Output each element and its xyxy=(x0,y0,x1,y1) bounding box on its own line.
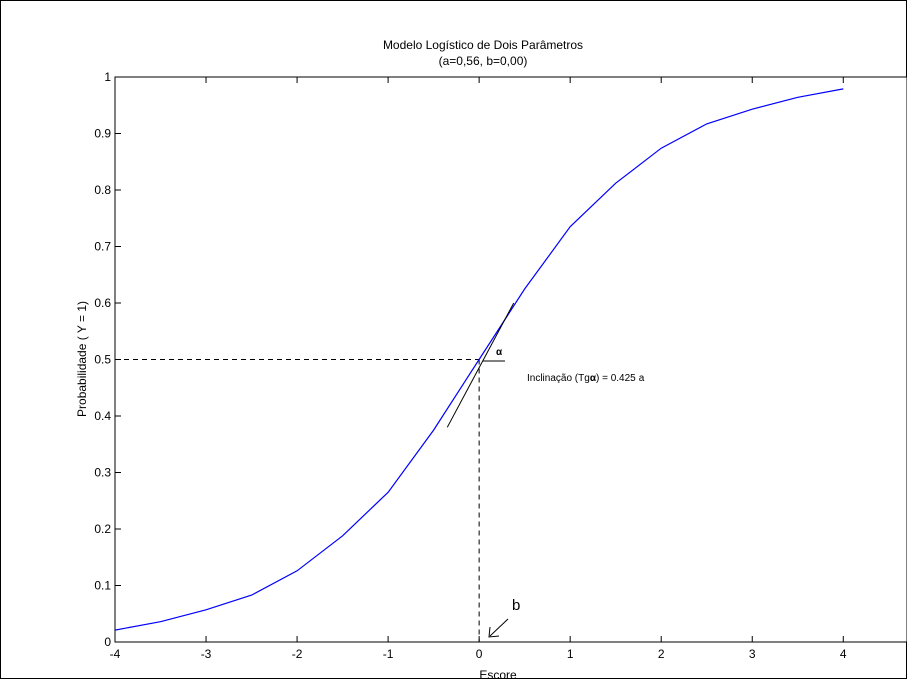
y-tick-label: 0.9 xyxy=(94,127,111,141)
chart-title: Modelo Logístico de Dois Parâmetros xyxy=(383,38,583,52)
y-tick-label: 0.1 xyxy=(94,579,111,593)
chart-subtitle: (a=0,56, b=0,00) xyxy=(439,54,528,68)
x-tick-label: 2 xyxy=(658,647,665,661)
y-tick-label: 0.7 xyxy=(94,240,111,254)
x-axis-label: Escore xyxy=(479,668,517,679)
y-tick-label: 0.3 xyxy=(94,466,111,480)
y-tick-label: 0.2 xyxy=(94,522,111,536)
b-arrow-head xyxy=(488,626,500,638)
y-tick-label: 0.6 xyxy=(94,296,111,310)
tangent-line xyxy=(446,302,515,428)
y-tick-label: 1 xyxy=(104,70,111,84)
x-axis-ticks: -4 -3 -2 -1 0 1 2 3 4 xyxy=(110,77,847,661)
y-tick-label: 0.5 xyxy=(94,353,111,367)
series-line-logistic xyxy=(114,88,844,631)
y-axis-label: Probabilidade ( Y = 1) xyxy=(75,301,89,417)
alpha-symbol: α xyxy=(496,347,503,358)
y-axis-ticks: 0 0.1 0.2 0.3 0.4 0.5 0.6 0.7 0.8 0.9 1 xyxy=(94,70,121,649)
x-tick-label: 1 xyxy=(567,647,574,661)
x-tick-label: 0 xyxy=(476,647,483,661)
x-tick-label: -3 xyxy=(201,647,212,661)
x-tick-label: -4 xyxy=(110,647,121,661)
y-tick-label: 0 xyxy=(104,635,111,649)
b-label: b xyxy=(512,597,520,614)
x-tick-label: 3 xyxy=(749,647,756,661)
plot-area xyxy=(114,76,907,643)
x-tick-label: 4 xyxy=(840,647,847,661)
slope-label: Inclinação (Tgα) = 0.425 a xyxy=(527,373,645,384)
x-tick-label: -2 xyxy=(292,647,303,661)
b-arrow-shaft xyxy=(489,618,509,637)
x-tick-label: -1 xyxy=(383,647,394,661)
reference-lines xyxy=(115,359,480,642)
y-tick-label: 0.4 xyxy=(94,409,111,423)
y-tick-label: 0.8 xyxy=(94,183,111,197)
